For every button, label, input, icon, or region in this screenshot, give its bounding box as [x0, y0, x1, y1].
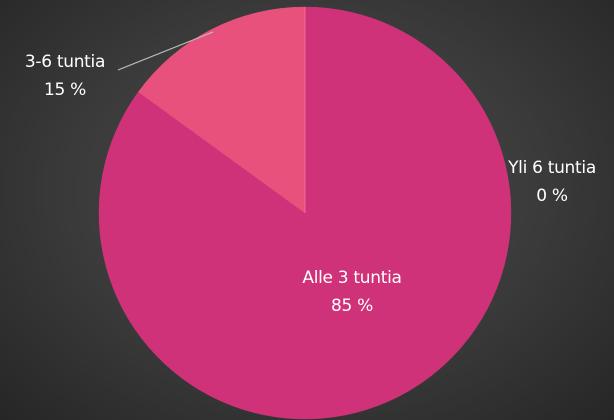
category-label: Yli 6 tuntia	[508, 158, 596, 178]
slice-label: 3-6 tuntia 15 %	[5, 48, 125, 104]
slice-label: Alle 3 tuntia 85 %	[302, 264, 402, 320]
pie-slice	[137, 6, 306, 214]
leader-line	[117, 31, 214, 71]
value-label: 85 %	[331, 296, 373, 316]
category-label: Alle 3 tuntia	[302, 268, 402, 288]
value-label: 15 %	[44, 80, 86, 100]
category-label: 3-6 tuntia	[24, 52, 106, 72]
value-label: 0 %	[536, 186, 568, 206]
slice-label: Yli 6 tuntia 0 %	[490, 154, 614, 210]
